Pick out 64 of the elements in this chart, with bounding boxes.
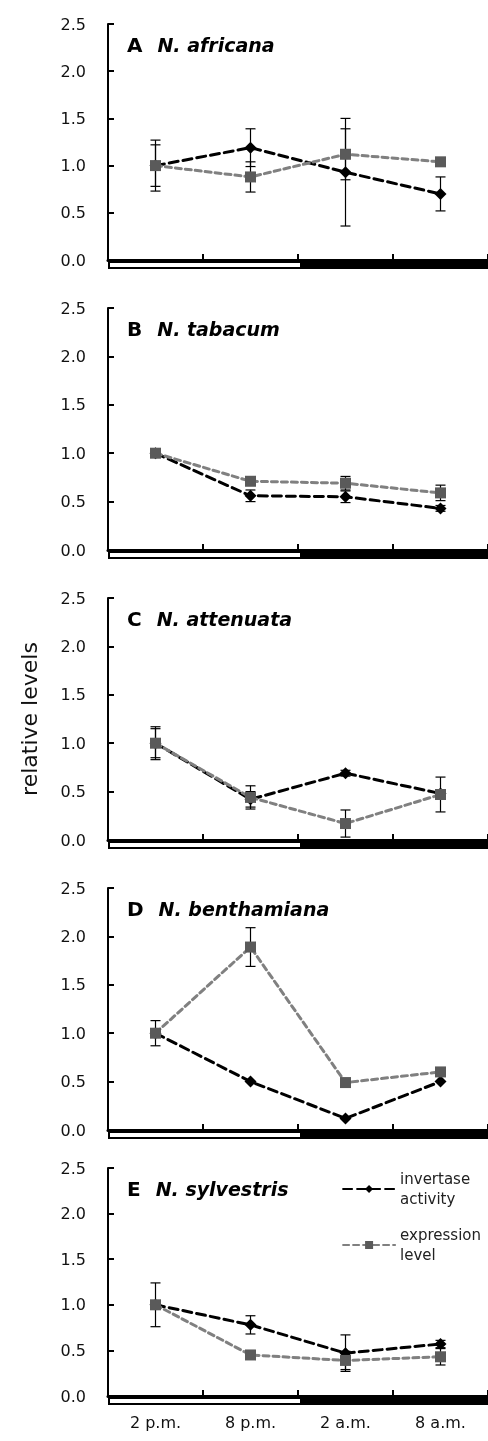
y-tick-label: 1.5 [60,1249,86,1269]
y-tick-label: 2.0 [60,926,86,946]
point [245,941,256,953]
y-tick-label: 2.0 [60,1204,86,1224]
point [339,1112,352,1125]
y-tick-label: 1.5 [60,975,86,995]
point [244,1318,257,1331]
text: A [127,33,143,57]
y-tick-label: 1.0 [60,1295,86,1315]
point [434,187,447,200]
y-tick-label: 2.5 [60,588,86,608]
y-tick-label: 2.0 [60,61,86,81]
y-tick-label: 2.0 [60,346,86,366]
y-tick-label: 0.5 [60,1072,86,1092]
y-tick-label: 0.0 [60,830,86,850]
point [340,818,351,830]
x-tick-label: 8 p.m. [224,1412,277,1432]
y-tick-label: 1.5 [60,685,86,705]
y-tick-label: 0.0 [60,1120,86,1140]
y-tick-label: 1.0 [60,156,86,176]
y-tick-label: 0.0 [60,1386,86,1406]
y-tick-label: 1.5 [60,395,86,415]
point [339,166,352,179]
y-tick-label: 2.5 [60,14,86,34]
y-tick-label: 1.0 [60,443,86,463]
x-tick-label: 8 a.m. [415,1412,466,1432]
x-tick-label: 2 p.m. [129,1412,182,1432]
y-tick-label: 1.0 [60,733,86,753]
y-tick-label: 1.0 [60,1023,86,1043]
y-tick-label: 1.5 [60,108,86,128]
legend-label: invertase activity [400,1170,471,1208]
point [244,1075,257,1088]
point [340,148,351,160]
point [245,171,256,183]
y-tick-label: 0.0 [60,250,86,270]
y-tick-label: 0.0 [60,540,86,560]
y-tick-label: 2.5 [60,1158,86,1178]
point [435,156,446,168]
point [245,475,256,487]
y-tick-label: 0.5 [60,203,86,223]
y-tick-label: 0.5 [60,492,86,512]
text: N. tabacum [157,318,280,340]
point [435,1351,446,1363]
point [340,1354,351,1366]
point [244,141,257,154]
text: D [127,897,144,921]
text: N. africana [157,34,275,56]
text: E [127,1177,141,1201]
text: N. attenuata [156,608,293,630]
text: N. benthamiana [158,898,330,920]
x-tick-label: 2 a.m. [320,1412,371,1432]
text: C [127,607,142,631]
point [435,1066,446,1078]
legend-label: expression level [400,1226,482,1264]
point [340,1077,351,1089]
y-tick-label: 2.5 [60,878,86,898]
text: B [127,317,143,341]
y-tick-label: 0.5 [60,1340,86,1360]
y-axis-title: relative levels [16,642,42,796]
point [245,1349,256,1361]
y-tick-label: 0.5 [60,782,86,802]
y-tick-label: 2.0 [60,636,86,656]
y-tick-label: 2.5 [60,298,86,318]
text: N. sylvestris [155,1178,289,1200]
